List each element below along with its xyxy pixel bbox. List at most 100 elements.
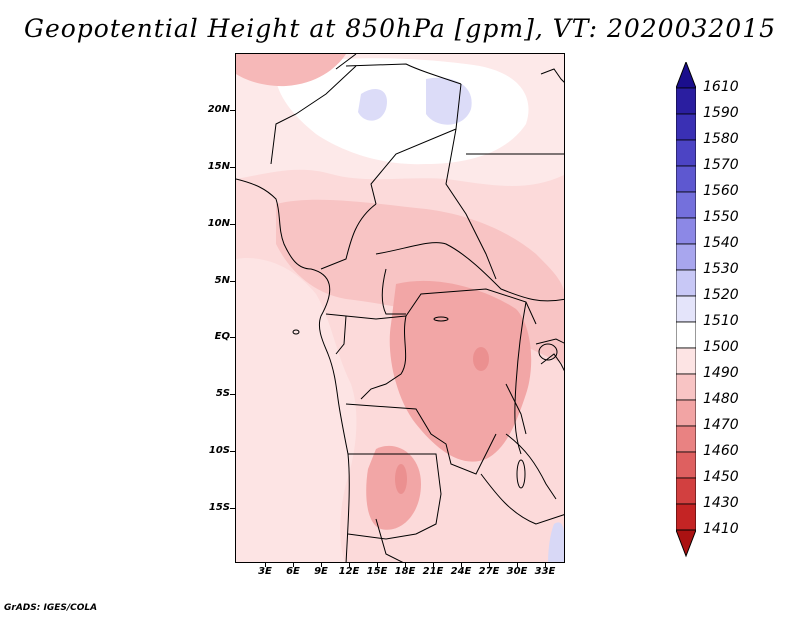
colorbar-label: 1540 [703, 235, 739, 251]
colorbar-top-arrow [676, 62, 696, 89]
lat-label: EQ [214, 331, 230, 342]
lake-1 [433, 316, 449, 322]
colorbar-segment [676, 347, 696, 375]
colorbar-label: 1430 [703, 495, 739, 511]
border-red-sea [540, 68, 564, 83]
lon-tick [489, 563, 490, 567]
colorbar-segment [676, 503, 696, 531]
colorbar-label: 1460 [703, 443, 739, 459]
coastline [236, 178, 350, 562]
colorbar-label: 1530 [703, 261, 739, 277]
lon-tick [517, 563, 518, 567]
colorbar-label: 1590 [703, 105, 739, 121]
lat-label: 5N [214, 275, 230, 286]
lon-tick [293, 563, 294, 567]
lon-label: 6E [286, 566, 300, 577]
colorbar-segment [676, 87, 696, 115]
chart-title: Geopotential Height at 850hPa [gpm], VT:… [23, 14, 777, 43]
lon-label: 15E [366, 566, 388, 577]
colorbar-label: 1410 [703, 521, 739, 537]
lon-tick [321, 563, 322, 567]
footer-credit: GrADS: IGES/COLA [4, 603, 98, 613]
lon-label: 33E [534, 566, 556, 577]
colorbar-segment [676, 399, 696, 427]
border-10 [335, 315, 347, 355]
colorbar-segment [676, 451, 696, 479]
lake-victoria [538, 343, 558, 361]
colorbar-label: 1510 [703, 313, 739, 329]
lon-label: 12E [338, 566, 360, 577]
border-21 [375, 518, 404, 562]
colorbar-segment [676, 373, 696, 401]
lat-label: 15N [207, 161, 230, 172]
border-17 [480, 473, 564, 525]
border-18 [535, 338, 564, 345]
lat-tick [230, 508, 235, 509]
colorbar-label: 1480 [703, 391, 739, 407]
colorbar-label: 1520 [703, 287, 739, 303]
lake-tanganyika [505, 383, 527, 435]
lake-2 [292, 329, 300, 335]
shade-south-1480 [366, 445, 421, 530]
lon-tick [349, 563, 350, 567]
lat-label: 20N [207, 104, 230, 115]
colorbar-segment [676, 295, 696, 323]
colorbar-label: 1610 [703, 79, 739, 95]
lon-tick [405, 563, 406, 567]
border-7 [375, 242, 564, 302]
colorbar-label: 1570 [703, 157, 739, 173]
border-2 [345, 63, 462, 85]
lon-label: 3E [258, 566, 272, 577]
lat-tick [230, 337, 235, 338]
colorbar-label: 1500 [703, 339, 739, 355]
lon-tick [433, 563, 434, 567]
border-12 [405, 288, 537, 325]
lat-tick [230, 110, 235, 111]
colorbar-segment [676, 477, 696, 505]
lon-tick [377, 563, 378, 567]
lon-tick [265, 563, 266, 567]
lat-tick [230, 224, 235, 225]
colorbar-segment [676, 243, 696, 271]
colorbar [676, 62, 696, 558]
lon-tick [461, 563, 462, 567]
shade-nw [236, 54, 346, 87]
lake-malawi [516, 459, 526, 489]
colorbar-label: 1470 [703, 417, 739, 433]
border-6 [320, 203, 377, 270]
colorbar-bottom-arrow [676, 529, 696, 558]
colorbar-segment [676, 113, 696, 141]
colorbar-segment [676, 139, 696, 167]
shade-blue-low-3 [548, 522, 564, 562]
border-15 [347, 453, 442, 540]
shade-spot-1 [473, 347, 489, 371]
border-1 [335, 54, 357, 70]
lat-label: 10N [207, 218, 230, 229]
border-4 [370, 83, 462, 205]
colorbar-label: 1490 [703, 365, 739, 381]
lat-tick [230, 281, 235, 282]
lat-label: 15S [208, 502, 230, 513]
geopotential-map [236, 54, 564, 562]
colorbar-label: 1450 [703, 469, 739, 485]
lon-label: 21E [422, 566, 444, 577]
lat-tick [230, 394, 235, 395]
map-panel [235, 53, 565, 563]
border-19 [540, 353, 564, 372]
shade-blue-low-1 [358, 89, 387, 121]
border-14 [345, 403, 497, 475]
shade-spot-2 [395, 464, 407, 494]
lat-tick [230, 451, 235, 452]
lon-tick [545, 563, 546, 567]
border-5 [445, 128, 497, 280]
colorbar-segment [676, 269, 696, 297]
border-9 [325, 313, 407, 320]
border-3 [270, 65, 357, 165]
lon-label: 9E [314, 566, 328, 577]
colorbar-segment [676, 165, 696, 193]
border-16 [505, 433, 557, 500]
border-8 [381, 268, 406, 315]
shade-ocean [236, 258, 357, 562]
lon-label: 27E [478, 566, 500, 577]
lakes [292, 316, 558, 489]
